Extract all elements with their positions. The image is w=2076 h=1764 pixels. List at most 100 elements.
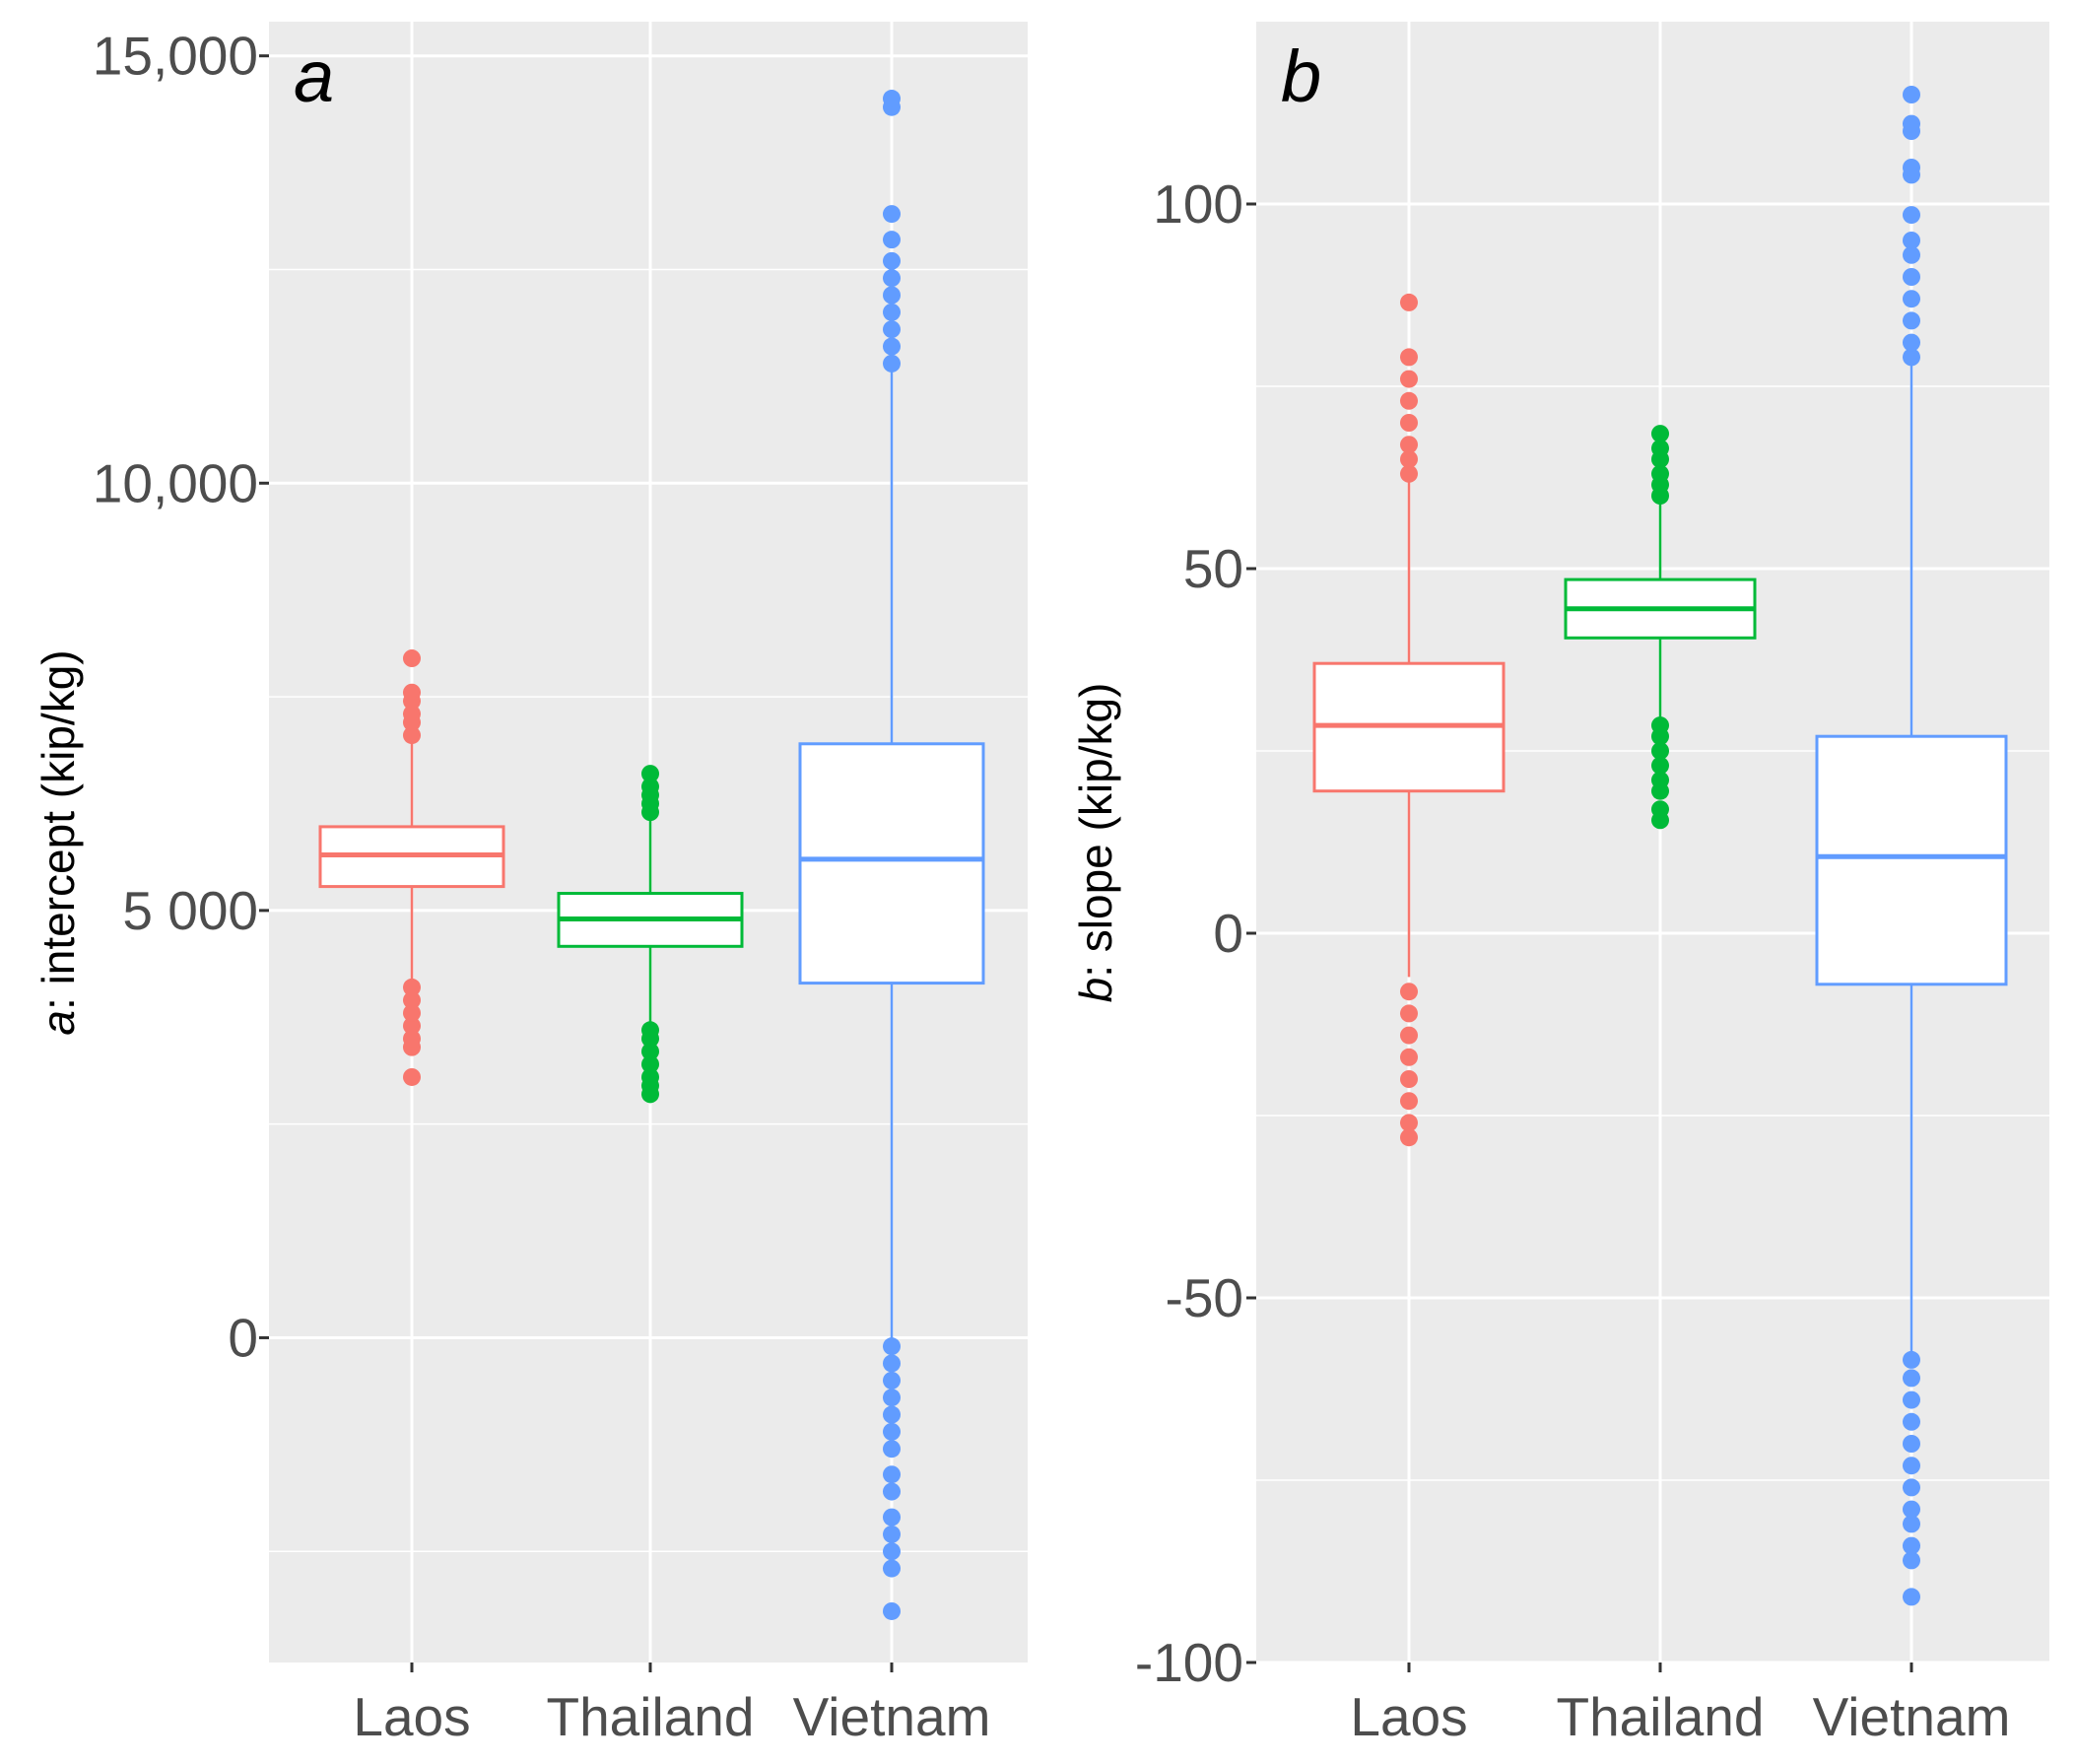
- outlier-point: [403, 705, 421, 723]
- outlier-point: [641, 1021, 659, 1040]
- outlier-point: [1903, 206, 1920, 225]
- outlier-point: [1903, 1457, 1920, 1475]
- boxplot-vietnam: [798, 90, 985, 1620]
- outlier-point: [883, 1525, 901, 1543]
- outlier-point: [1400, 1092, 1418, 1111]
- y-tick-label: 5 000: [122, 880, 258, 941]
- outlier-point: [883, 1559, 901, 1578]
- outlier-point: [1651, 800, 1669, 819]
- outlier-point: [1903, 1500, 1920, 1519]
- panel-a-y-ticks: 15,000 10,000 5 000 0: [93, 26, 269, 1368]
- outlier-point: [883, 337, 901, 356]
- outlier-point: [883, 286, 901, 305]
- outlier-point: [1400, 1048, 1418, 1066]
- outlier-point: [883, 303, 901, 321]
- outlier-point: [1903, 1350, 1920, 1369]
- outlier-point: [641, 778, 659, 796]
- outlier-point: [1400, 391, 1418, 410]
- outlier-point: [1400, 1128, 1418, 1147]
- panel-b-y-axis-title-italic: b: [1070, 978, 1121, 1003]
- x-tick-label-laos: Laos: [1350, 1686, 1467, 1747]
- outlier-point: [1651, 742, 1669, 760]
- outlier-point: [1400, 414, 1418, 432]
- outlier-point: [641, 1042, 659, 1060]
- boxplot-thailand: [557, 765, 744, 1104]
- panel-a-label: a: [294, 35, 334, 117]
- outlier-point: [1903, 1369, 1920, 1388]
- outlier-point: [883, 205, 901, 224]
- outlier-point: [403, 649, 421, 668]
- outlier-point: [883, 1601, 901, 1620]
- boxplot-laos: [318, 649, 505, 1086]
- outlier-point: [403, 1016, 421, 1035]
- outlier-point: [1400, 464, 1418, 483]
- outlier-point: [1903, 1588, 1920, 1606]
- y-tick-label: 10,000: [93, 452, 258, 513]
- panel-a: 15,000 10,000 5 000 0 Laos Thailand Vietnam a…: [33, 22, 1028, 1747]
- outlier-point: [1400, 1114, 1418, 1132]
- panel-a-y-axis-title: a: intercept (kip/kg): [33, 649, 84, 1035]
- boxplot-laos: [1312, 293, 1506, 1147]
- outlier-point: [1903, 1412, 1920, 1431]
- outlier-point: [883, 320, 901, 339]
- outlier-point: [1400, 293, 1418, 311]
- outlier-point: [883, 1389, 901, 1407]
- outlier-point: [1400, 1070, 1418, 1088]
- y-tick-label: 0: [1213, 903, 1243, 964]
- iqr-box: [1815, 734, 2008, 986]
- outlier-point: [1903, 1435, 1920, 1453]
- outlier-point: [883, 1422, 901, 1441]
- outlier-point: [883, 269, 901, 288]
- outlier-point: [403, 1067, 421, 1086]
- outlier-point: [403, 1003, 421, 1022]
- x-tick-label-laos: Laos: [353, 1686, 470, 1747]
- panel-a-y-axis-title-rest: : intercept (kip/kg): [33, 649, 84, 1010]
- outlier-point: [1903, 159, 1920, 176]
- x-tick-label-vietnam: Vietnam: [793, 1686, 991, 1747]
- outlier-point: [883, 1405, 901, 1424]
- outlier-point: [1903, 348, 1920, 367]
- outlier-point: [1903, 311, 1920, 330]
- outlier-point: [403, 1029, 421, 1048]
- outlier-point: [1651, 439, 1669, 457]
- iqr-box: [798, 742, 985, 985]
- outlier-point: [883, 1482, 901, 1501]
- outlier-point: [1903, 290, 1920, 308]
- y-tick-label: -50: [1166, 1267, 1244, 1328]
- outlier-point: [883, 90, 901, 108]
- boxplot-vietnam: [1815, 86, 2008, 1606]
- outlier-point: [1903, 86, 1920, 103]
- outlier-point: [1400, 1026, 1418, 1045]
- outlier-point: [403, 978, 421, 996]
- outlier-point: [403, 990, 421, 1009]
- x-tick-label-thailand: Thailand: [547, 1686, 755, 1747]
- outlier-point: [1903, 114, 1920, 133]
- x-tick-label-vietnam: Vietnam: [1813, 1686, 2011, 1747]
- outlier-point: [1400, 983, 1418, 1001]
- outlier-point: [403, 683, 421, 702]
- outlier-point: [883, 1354, 901, 1373]
- panel-a-x-ticks: Laos Thailand Vietnam: [353, 1662, 990, 1747]
- outlier-point: [641, 1054, 659, 1073]
- outlier-point: [883, 1542, 901, 1561]
- panel-b-y-axis-title: b: slope (kip/kg): [1070, 683, 1121, 1003]
- y-tick-label: 50: [1183, 538, 1243, 599]
- y-tick-label: 15,000: [93, 26, 258, 87]
- panel-a-y-axis-title-italic: a: [33, 1010, 84, 1036]
- outlier-point: [1903, 1536, 1920, 1555]
- panel-b-x-ticks: Laos Thailand Vietnam: [1350, 1662, 2010, 1747]
- outlier-point: [1903, 333, 1920, 352]
- outlier-point: [1651, 771, 1669, 789]
- outlier-point: [403, 726, 421, 745]
- y-tick-label: 0: [228, 1307, 258, 1368]
- outlier-point: [641, 765, 659, 783]
- outlier-point: [883, 251, 901, 270]
- outlier-point: [1903, 1478, 1920, 1497]
- panel-b-y-axis-title-rest: : slope (kip/kg): [1070, 683, 1121, 978]
- outlier-point: [883, 1465, 901, 1484]
- outlier-point: [1400, 450, 1418, 468]
- outlier-point: [641, 1067, 659, 1086]
- outlier-point: [1903, 1391, 1920, 1409]
- outlier-point: [1903, 1515, 1920, 1533]
